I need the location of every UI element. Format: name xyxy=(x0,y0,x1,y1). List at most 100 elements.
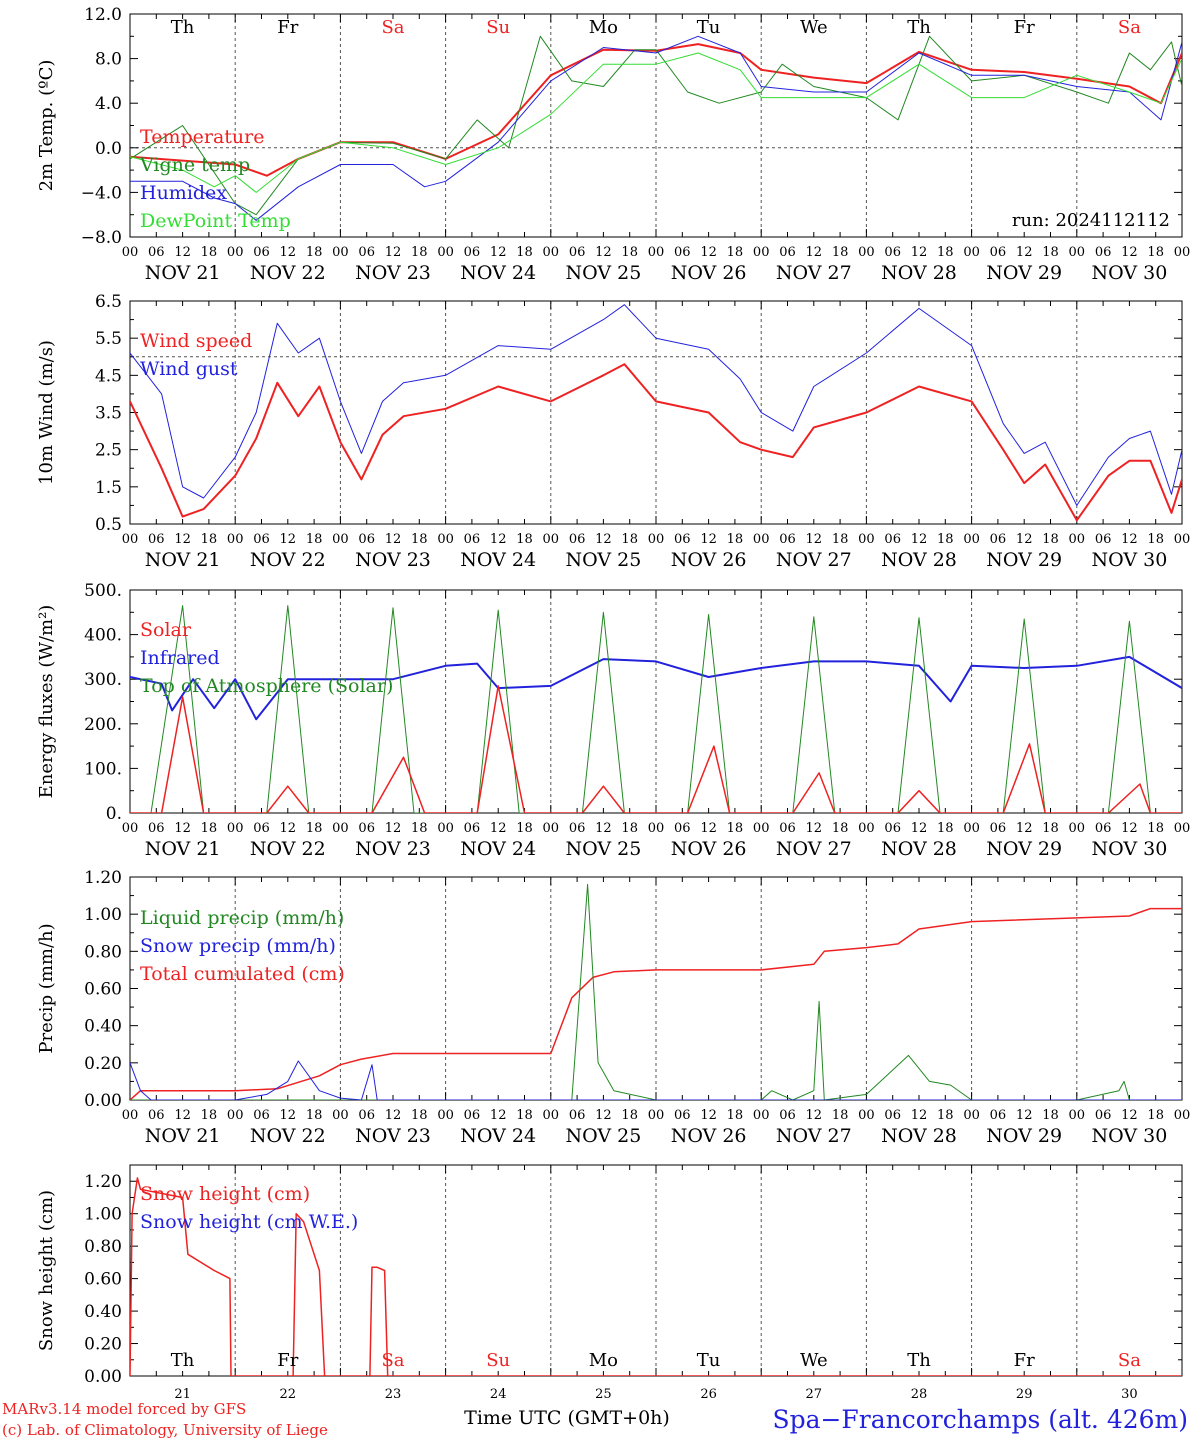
x-hour-label: 12 xyxy=(1121,245,1138,260)
series-line-wind-speed xyxy=(130,363,1182,522)
x-hour-label: 12 xyxy=(174,1108,191,1123)
x-hour-label: 06 xyxy=(464,1108,481,1123)
footer-credit: MARv3.14 model forced by GFS xyxy=(2,1400,246,1418)
x-day-label: NOV 25 xyxy=(565,549,641,571)
x-hour-label: 12 xyxy=(385,532,402,547)
x-hour-label: 06 xyxy=(674,821,691,836)
x-hour-label: 00 xyxy=(858,532,875,547)
x-day-label: NOV 29 xyxy=(986,549,1062,571)
weekday-label: Mo xyxy=(589,17,618,38)
x-day-label: NOV 26 xyxy=(671,262,747,284)
x-hour-label: 06 xyxy=(1095,532,1112,547)
x-day-label: NOV 23 xyxy=(355,262,431,284)
y-tick-label: 8.0 xyxy=(95,50,122,70)
series-group xyxy=(130,605,1182,813)
x-hour-label: 18 xyxy=(1042,532,1059,547)
legend-entry: Wind gust xyxy=(140,358,238,380)
x-hour-label: 12 xyxy=(280,821,297,836)
x-hour-label: 00 xyxy=(753,821,770,836)
series-group xyxy=(130,304,1182,522)
x-hour-label: 12 xyxy=(806,245,823,260)
x-hour-label: 18 xyxy=(727,532,744,547)
x-hour-label: 12 xyxy=(490,532,507,547)
panel-snow: 0.00 0.20 0.40 0.60 0.80 1.00 1.20 Snow height … xyxy=(36,1164,1183,1402)
y-tick-label: 0.0 xyxy=(95,139,122,159)
legend-entry: Humidex xyxy=(140,182,227,204)
weekday-label: Tu xyxy=(697,1350,721,1371)
series-line-infrared xyxy=(130,655,1182,721)
y-tick-label: 4.0 xyxy=(95,94,122,114)
x-hour-label: 06 xyxy=(358,821,375,836)
x-hour-label: 00 xyxy=(437,245,454,260)
weekday-label: Fr xyxy=(277,1350,298,1371)
x-hour-label: 00 xyxy=(858,245,875,260)
x-hour-label: 12 xyxy=(1121,1108,1138,1123)
y-tick-label: 1.5 xyxy=(95,478,122,498)
x-hour-label: 12 xyxy=(700,1108,717,1123)
x-hour-label: 18 xyxy=(1147,245,1164,260)
x-day-number: 25 xyxy=(595,1387,612,1402)
x-hour-label: 18 xyxy=(411,1108,428,1123)
series-group xyxy=(130,1177,1182,1376)
x-hour-label: 06 xyxy=(990,245,1007,260)
x-hour-label: 18 xyxy=(306,532,323,547)
x-hour-label: 12 xyxy=(490,821,507,836)
legend-entry: Temperature xyxy=(140,126,264,148)
x-hour-label: 18 xyxy=(832,1108,849,1123)
x-day-label: NOV 22 xyxy=(250,262,326,284)
x-hour-label: 06 xyxy=(148,245,165,260)
x-hour-label: 06 xyxy=(779,1108,796,1123)
x-hour-label: 06 xyxy=(148,532,165,547)
panel-fluxes: 0. 100. 200. 300. 400. 500. Energy fluxes (W/m… xyxy=(36,581,1190,860)
x-hour-label: 00 xyxy=(437,821,454,836)
x-hour-label: 06 xyxy=(253,1108,270,1123)
x-hour-label: 06 xyxy=(464,532,481,547)
y-tick-label: 0.80 xyxy=(84,942,122,962)
x-day-label: NOV 21 xyxy=(145,1125,221,1147)
x-hour-label: 18 xyxy=(727,245,744,260)
weekday-label: We xyxy=(800,1350,828,1371)
series-line-snow-precip-mm-h- xyxy=(130,1060,1182,1100)
footer-credit: (c) Lab. of Climatology, University of L… xyxy=(2,1421,328,1439)
series-line-top-of-atmosphere-solar- xyxy=(130,605,1182,813)
x-hour-label: 00 xyxy=(858,821,875,836)
x-day-label: NOV 22 xyxy=(250,1125,326,1147)
weekday-label: Th xyxy=(907,1350,931,1371)
legend-entry: Top of Atmosphere (Solar) xyxy=(140,675,393,697)
x-hour-label: 18 xyxy=(516,1108,533,1123)
legend-entry: Snow height (cm) xyxy=(140,1183,310,1205)
x-hour-label: 06 xyxy=(253,245,270,260)
series-line-snow-height-cm-2 xyxy=(292,1212,326,1376)
x-hour-label: 06 xyxy=(358,1108,375,1123)
panel-temperature: −8.0 −4.0 0.0 4.0 8.0 12.0 2m Temp. (ºC) Temper… xyxy=(36,5,1190,284)
x-hour-label: 18 xyxy=(411,532,428,547)
weekday-label: Mo xyxy=(589,1350,618,1371)
x-hour-label: 06 xyxy=(990,532,1007,547)
x-hour-label: 06 xyxy=(990,821,1007,836)
x-hour-label: 00 xyxy=(122,821,139,836)
x-day-label: NOV 27 xyxy=(776,262,852,284)
y-axis-label: 2m Temp. (ºC) xyxy=(36,60,57,192)
y-axis-label: Precip (mm/h) xyxy=(36,923,57,1053)
x-hour-label: 18 xyxy=(201,821,218,836)
x-hour-label: 00 xyxy=(963,1108,980,1123)
series-line-total-cumulated-cm- xyxy=(130,907,1182,1100)
x-hour-label: 06 xyxy=(884,821,901,836)
x-hour-label: 00 xyxy=(1069,1108,1086,1123)
x-hour-label: 00 xyxy=(858,1108,875,1123)
x-hour-label: 00 xyxy=(1174,821,1191,836)
x-day-label: NOV 28 xyxy=(881,549,957,571)
x-hour-label: 06 xyxy=(779,821,796,836)
x-day-number: 24 xyxy=(490,1387,507,1402)
x-hour-label: 06 xyxy=(990,1108,1007,1123)
plot-frame xyxy=(129,300,1183,525)
x-hour-label: 00 xyxy=(1069,245,1086,260)
x-hour-label: 00 xyxy=(963,532,980,547)
series-group xyxy=(130,883,1182,1100)
x-hour-label: 00 xyxy=(122,1108,139,1123)
x-hour-label: 00 xyxy=(753,1108,770,1123)
x-hour-label: 18 xyxy=(621,532,638,547)
x-day-label: NOV 24 xyxy=(460,262,536,284)
y-tick-label: 4.5 xyxy=(95,366,122,386)
